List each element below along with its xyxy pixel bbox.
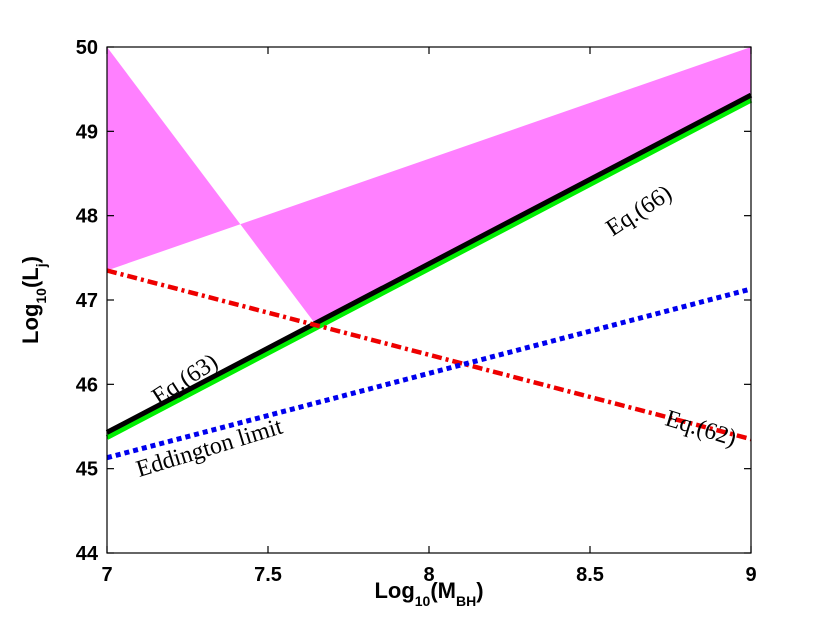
y-tick-label: 48 (76, 206, 98, 228)
y-axis-label: Log10(Lj) (18, 256, 49, 344)
y-tick-label: 44 (76, 543, 99, 565)
annotation-eq62: Eq.(62) (662, 406, 739, 452)
x-tick-label: 7.5 (254, 564, 282, 586)
y-tick-label: 50 (76, 37, 98, 59)
series-line-eq66 (105, 97, 753, 440)
x-tick-label: 8 (423, 564, 434, 586)
series-line-eddington (106, 286, 752, 461)
axis-ticks: 7 7.5 8 8.5 9 44 45 46 47 48 49 50 (76, 37, 757, 586)
annotation-eq66: Eq.(66) (602, 180, 677, 241)
x-tick-label: 9 (745, 564, 756, 586)
annotation-eddington: Eddington limit (133, 414, 286, 483)
x-axis-label: Log10(MBH) (374, 578, 483, 609)
y-tick-label: 46 (76, 374, 98, 396)
series-line-eq63 (105, 92, 753, 435)
y-tick-label: 45 (76, 459, 98, 481)
plot-area (105, 47, 753, 461)
y-tick-label: 49 (76, 121, 98, 143)
x-tick-label: 7 (101, 564, 112, 586)
shaded-region (107, 47, 751, 326)
series-line-eq62 (106, 268, 752, 442)
y-tick-label: 47 (76, 290, 98, 312)
x-tick-label: 8.5 (576, 564, 604, 586)
